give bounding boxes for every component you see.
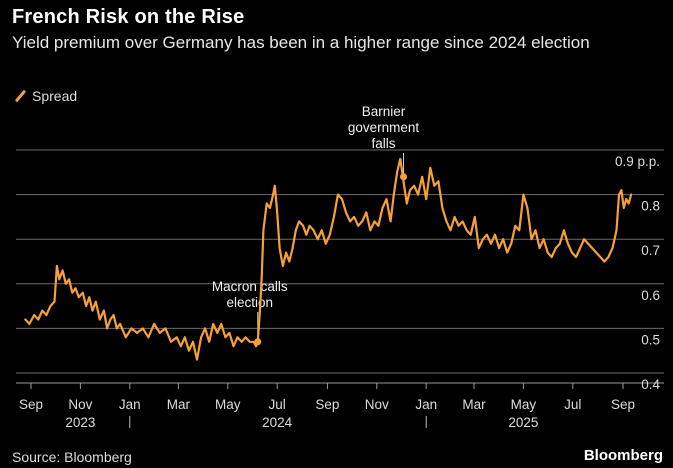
x-axis-ticks: Sep Nov Jan Mar May Jul Sep Nov Jan Mar May Jul Sep 2…	[19, 383, 635, 430]
y-tick-label: 0.9 p.p.	[615, 154, 660, 169]
x-tick-label: May	[215, 397, 241, 412]
y-tick-label: 0.7	[641, 243, 660, 258]
x-year-label: 2023	[65, 415, 95, 430]
y-axis-tick-labels: 0.4 0.5 0.6 0.7 0.8 0.9 p.p.	[615, 154, 661, 392]
x-tick-label: Nov	[365, 397, 389, 412]
x-tick-label: Jan	[119, 397, 141, 412]
x-tick-label: May	[511, 397, 537, 412]
annotation-text: election	[226, 295, 273, 310]
x-tick-label: Sep	[611, 397, 635, 412]
y-tick-label: 0.6	[641, 288, 660, 303]
annotation-text: falls	[372, 136, 396, 151]
brand-logo: Bloomberg	[583, 447, 663, 464]
x-year-label: 2025	[508, 415, 538, 430]
chart-legend: Spread	[14, 88, 77, 104]
x-tick-label: Sep	[19, 397, 43, 412]
x-tick-label: Jan	[415, 397, 437, 412]
annotation-text: Macron calls	[212, 279, 288, 294]
x-tick-label: Nov	[68, 397, 92, 412]
legend-label-spread: Spread	[32, 88, 78, 104]
x-tick-label: Mar	[167, 397, 191, 412]
chart-title: French Risk on the Rise	[12, 6, 245, 28]
grid-lines	[16, 149, 664, 384]
annotation-text: Barnier	[362, 104, 406, 119]
x-year-label: 2024	[262, 415, 293, 430]
y-tick-label: 0.8	[641, 199, 660, 214]
x-tick-label: Mar	[462, 397, 486, 412]
x-tick-label: Jul	[269, 397, 286, 412]
source-note: Source: Bloomberg	[12, 449, 132, 465]
x-tick-label: Jul	[564, 397, 581, 412]
series-spread	[24, 157, 633, 361]
y-tick-label: 0.4	[641, 377, 660, 392]
y-tick-label: 0.5	[641, 332, 660, 347]
x-tick-label: Sep	[315, 397, 339, 412]
series-line-spread	[24, 157, 633, 361]
annotation-text: government	[348, 120, 420, 135]
chart-subtitle: Yield premium over Germany has been in a…	[12, 33, 590, 52]
